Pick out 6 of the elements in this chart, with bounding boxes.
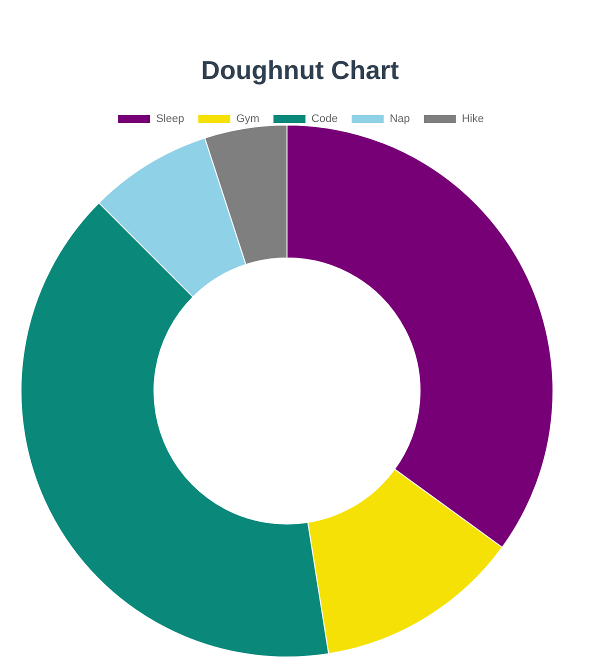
legend-label: Code xyxy=(311,113,338,125)
legend-label: Sleep xyxy=(156,113,184,125)
chart-title: Doughnut Chart xyxy=(201,55,400,85)
legend-label: Hike xyxy=(462,113,484,125)
legend-label: Nap xyxy=(390,113,410,125)
legend-label: Gym xyxy=(236,113,260,125)
